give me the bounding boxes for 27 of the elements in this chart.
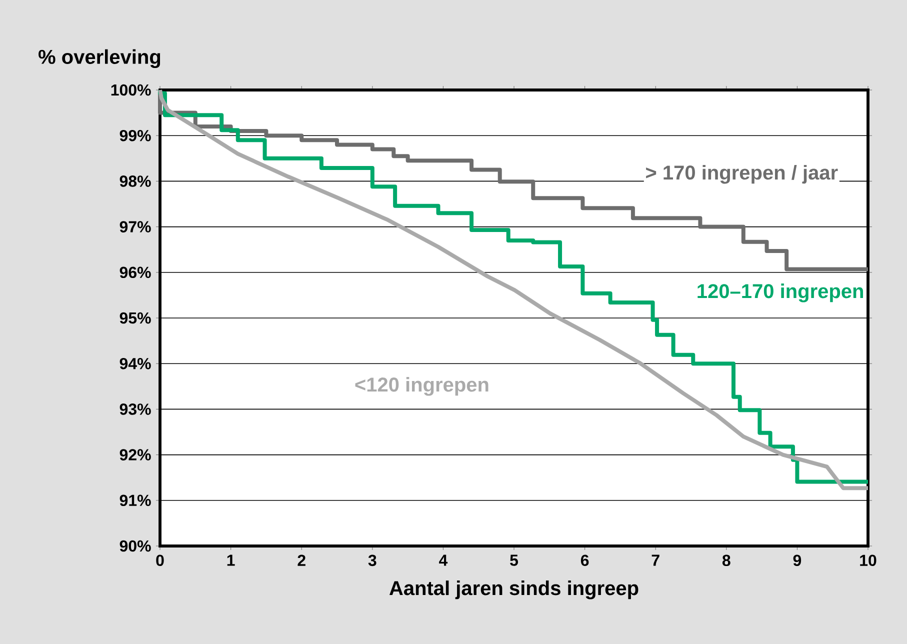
series-label: > 170 ingrepen / jaar (646, 164, 838, 184)
y-tick-label: 94% (120, 358, 151, 370)
x-tick-label: 3 (368, 554, 376, 566)
x-tick-label: 2 (298, 554, 306, 566)
y-tick-label: 98% (120, 176, 151, 187)
x-tick-label: 6 (580, 554, 589, 566)
x-tick-label: 5 (510, 554, 518, 566)
x-tick-label: 8 (722, 554, 730, 566)
x-axis-title: Aantal jaren sinds ingreep (389, 580, 638, 600)
y-tick-label: 99% (120, 130, 151, 142)
x-tick-label: 4 (439, 554, 448, 566)
x-tick-label: 9 (793, 554, 802, 566)
y-tick-label: 96% (120, 266, 151, 278)
x-tick-label: 1 (227, 554, 235, 566)
y-axis-title: % overleving (38, 49, 160, 68)
y-tick-label: 97% (120, 221, 151, 232)
text: 120–170 ingrepen (698, 284, 864, 302)
y-tick-label: 90% (120, 540, 151, 552)
y-tick-label: 100% (111, 84, 151, 96)
y-tick-label: 95% (120, 312, 151, 324)
y-tick-label: 92% (120, 449, 151, 460)
text: <120 ingrepen (355, 377, 488, 396)
x-tick-label: 7 (652, 554, 660, 566)
y-tick-label: 93% (120, 404, 151, 415)
x-tick-label: 0 (156, 554, 164, 566)
y-tick-label: 91% (120, 494, 151, 506)
x-tick-label: 10 (860, 554, 876, 566)
